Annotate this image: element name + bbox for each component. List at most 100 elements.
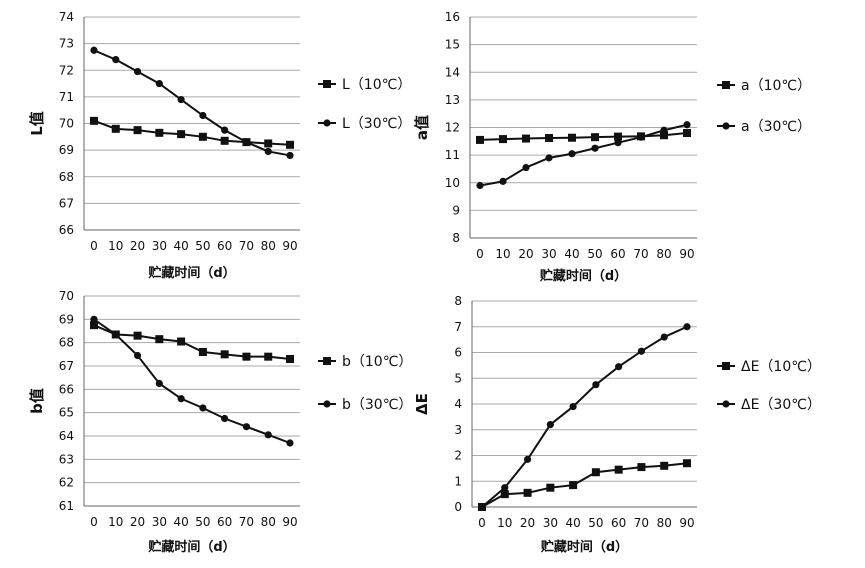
legend-marker [722,362,730,370]
y-tick-label: 68 [59,336,74,350]
data-point [545,133,553,142]
data-point [155,335,164,344]
data-point [660,461,669,470]
legend-marker [323,80,331,88]
y-tick-label: 6 [454,346,462,360]
data-point [592,381,600,389]
series-line-1 [479,132,688,141]
y-axis-label: b值 [28,388,46,414]
x-tick-label: 40 [173,515,188,529]
x-tick-label: 60 [217,239,232,253]
x-tick-label: 30 [152,515,167,529]
data-point [523,455,532,463]
data-point [615,363,623,371]
x-tick-label: 40 [564,247,579,261]
data-point [199,404,207,412]
data-point [286,140,294,149]
data-point [90,116,98,125]
legend-label: b（30℃） [342,397,412,413]
chart-panel-3: 61 62 63 64 65 66 67 68 69 70 0 10 20 30 40 50 60 70 80 90 贮… [28,289,412,555]
data-point [568,150,576,158]
legend-label: a（30℃） [741,119,811,135]
data-point [155,128,164,137]
x-tick-label: 30 [541,247,556,261]
legend-label: ΔE（10℃） [741,359,821,375]
data-point [522,134,530,143]
data-point [501,484,509,492]
data-point [568,133,576,142]
y-tick-label: 73 [59,37,74,51]
data-point [660,333,668,341]
data-point [569,481,578,490]
legend-item-2: ΔE（30℃） [717,397,821,413]
data-point [220,350,229,359]
y-tick-label: 65 [59,406,74,420]
series-line-1 [93,119,291,146]
series-line-2 [479,123,688,187]
data-point [221,414,229,423]
legend-label: L（10℃） [342,77,411,93]
y-axis-label: a值 [413,115,431,140]
legend-item-2: a（30℃） [717,119,811,135]
y-tick-label: 5 [454,371,462,385]
y-tick-label: 8 [452,231,460,245]
data-point [683,459,691,468]
x-tick-label: 70 [634,516,649,530]
y-tick-label: 72 [59,63,74,77]
legend-label: a（10℃） [741,78,811,94]
legend-label: L（30℃） [342,116,411,132]
y-tick-label: 2 [454,449,462,463]
data-point [476,135,484,144]
x-tick-label: 10 [495,247,510,261]
x-axis-label: 贮藏时间（d） [147,539,235,555]
data-point [683,323,691,331]
y-tick-label: 71 [59,90,74,104]
data-point [112,56,120,64]
data-point [660,126,668,134]
data-point [286,355,294,363]
data-point [133,126,142,135]
x-tick-label: 20 [130,239,145,253]
y-tick-label: 70 [59,289,74,303]
data-point [476,181,484,190]
legend-item-2: b（30℃） [318,397,412,413]
data-point [637,463,646,472]
data-point [112,330,120,339]
y-tick-label: 15 [445,38,460,52]
data-point [177,337,186,346]
data-point [591,468,600,477]
x-tick-label: 90 [679,516,694,530]
y-tick-label: 3 [454,423,462,437]
data-point [683,121,691,129]
data-point [500,490,509,499]
data-point [221,126,229,134]
x-tick-label: 20 [520,516,535,530]
data-point [683,129,691,138]
data-point [242,138,251,146]
series-line-1 [481,462,688,508]
x-tick-label: 40 [173,239,188,253]
data-point [499,135,507,144]
x-tick-label: 30 [543,516,558,530]
data-point [264,147,272,156]
x-axis-label: 贮藏时间（d） [147,265,235,281]
x-tick-label: 80 [656,247,671,261]
x-tick-label: 60 [611,516,626,530]
data-point [111,124,120,133]
y-tick-label: 61 [59,499,74,513]
legend-item-1: L（10℃） [318,77,411,93]
legend-marker [323,119,331,127]
y-tick-label: 63 [59,452,74,466]
legend-marker [722,400,730,408]
x-tick-label: 90 [282,239,297,253]
y-tick-label: 62 [59,476,74,490]
data-point [614,132,622,141]
data-point [523,488,532,497]
x-tick-label: 60 [217,515,232,529]
x-tick-label: 20 [130,515,145,529]
y-axis-label: ΔE [413,393,431,415]
data-point [614,139,622,147]
data-point [198,132,207,141]
series-line-2 [93,318,291,444]
data-point [242,423,251,431]
